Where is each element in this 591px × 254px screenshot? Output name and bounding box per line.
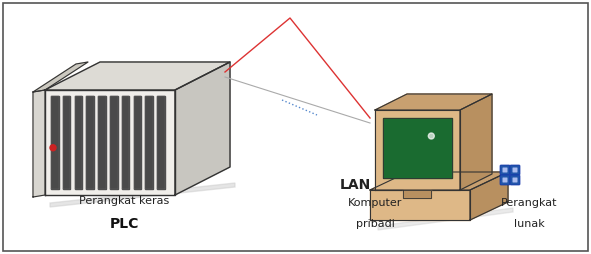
Polygon shape — [375, 110, 460, 190]
Polygon shape — [134, 96, 141, 189]
Polygon shape — [33, 62, 88, 92]
FancyBboxPatch shape — [510, 165, 520, 175]
Circle shape — [428, 133, 434, 139]
Text: lunak: lunak — [514, 218, 544, 229]
Polygon shape — [63, 96, 70, 189]
Polygon shape — [122, 96, 129, 189]
Text: pribadi: pribadi — [356, 218, 395, 229]
FancyBboxPatch shape — [510, 175, 520, 185]
FancyBboxPatch shape — [512, 167, 518, 172]
Polygon shape — [470, 172, 508, 220]
Text: LAN: LAN — [340, 178, 371, 193]
Text: Komputer: Komputer — [348, 198, 402, 208]
FancyBboxPatch shape — [500, 165, 510, 175]
Polygon shape — [45, 62, 230, 90]
FancyBboxPatch shape — [512, 178, 518, 183]
FancyBboxPatch shape — [502, 178, 508, 183]
Polygon shape — [460, 94, 492, 190]
Polygon shape — [370, 190, 470, 220]
FancyBboxPatch shape — [500, 175, 510, 185]
Circle shape — [50, 145, 56, 151]
Polygon shape — [157, 96, 165, 189]
FancyBboxPatch shape — [3, 3, 588, 251]
Polygon shape — [33, 90, 45, 197]
Polygon shape — [86, 96, 94, 189]
Polygon shape — [175, 62, 230, 195]
Polygon shape — [383, 118, 452, 178]
Polygon shape — [74, 96, 82, 189]
Polygon shape — [51, 96, 59, 189]
Polygon shape — [403, 190, 431, 198]
Polygon shape — [378, 208, 513, 230]
Text: PLC: PLC — [109, 216, 139, 231]
Text: Perangkat keras: Perangkat keras — [79, 196, 169, 206]
Polygon shape — [50, 183, 235, 207]
FancyBboxPatch shape — [502, 167, 508, 172]
Polygon shape — [45, 90, 175, 195]
Polygon shape — [98, 96, 106, 189]
Polygon shape — [145, 96, 153, 189]
Polygon shape — [375, 94, 492, 110]
Text: Perangkat: Perangkat — [501, 198, 557, 208]
Polygon shape — [110, 96, 118, 189]
Polygon shape — [370, 172, 508, 190]
